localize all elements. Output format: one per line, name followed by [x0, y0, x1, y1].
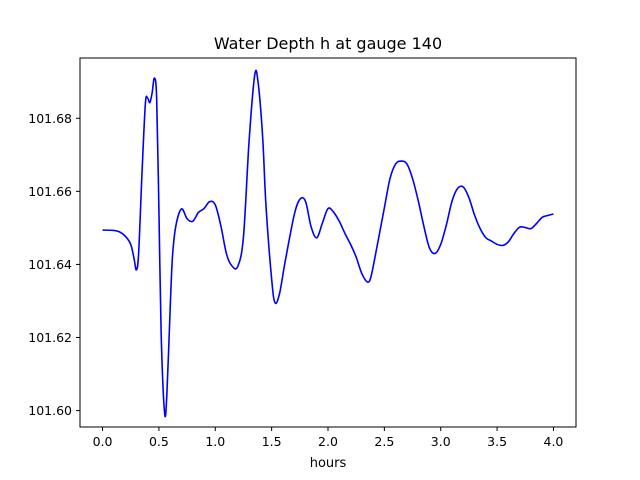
y-tick-label: 101.64 [28, 257, 72, 272]
x-tick-label: 3.5 [487, 434, 507, 449]
x-tick-label: 3.0 [431, 434, 451, 449]
chart-title: Water Depth h at gauge 140 [214, 34, 442, 53]
x-tick-label: 1.0 [205, 434, 225, 449]
y-tick-label: 101.66 [28, 184, 72, 199]
x-tick-label: 0.5 [149, 434, 169, 449]
x-axis: 0.0 0.5 1.0 1.5 2.0 2.5 3.0 3.5 4.0 [93, 427, 564, 449]
x-tick-label: 0.0 [93, 434, 113, 449]
x-axis-label: hours [310, 456, 347, 471]
x-tick-label: 1.5 [262, 434, 282, 449]
series-layer [102, 69, 554, 418]
plot-area [79, 57, 577, 428]
series-line [102, 69, 554, 418]
x-tick-label: 2.0 [318, 434, 338, 449]
y-tick-label: 101.68 [28, 111, 72, 126]
y-axis: 101.60 101.62 101.64 101.66 101.68 [28, 111, 80, 418]
y-tick-label: 101.60 [28, 403, 72, 418]
y-tick-label: 101.62 [28, 330, 72, 345]
x-tick-label: 2.5 [374, 434, 394, 449]
x-tick-label: 4.0 [544, 434, 564, 449]
